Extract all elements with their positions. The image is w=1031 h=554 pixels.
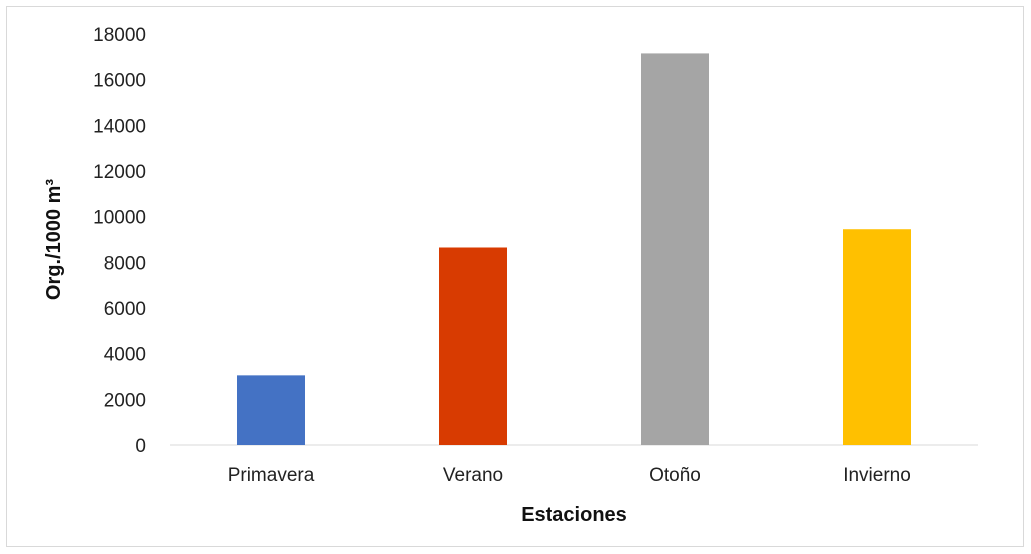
y-tick-label: 14000	[93, 116, 146, 137]
y-tick-label: 6000	[104, 299, 146, 320]
y-tick-label: 12000	[93, 162, 146, 183]
x-tick-label: Verano	[443, 465, 503, 486]
x-tick-label: Primavera	[228, 465, 315, 486]
bar-otoño	[641, 53, 709, 446]
y-tick-label: 16000	[93, 71, 146, 92]
bar-verano	[439, 247, 507, 445]
bars	[237, 53, 911, 446]
y-tick-label: 2000	[104, 390, 146, 411]
y-tick-label: 0	[135, 436, 146, 457]
y-axis-ticks: 0 2000 4000 6000 8000 10000 12000 14000 16000 180…	[93, 25, 146, 457]
y-tick-label: 8000	[104, 253, 146, 274]
x-axis-ticks: Primavera Verano Otoño Invierno	[228, 465, 911, 486]
x-axis-title: Estaciones	[521, 504, 627, 526]
x-tick-label: Invierno	[843, 465, 911, 486]
y-tick-label: 10000	[93, 208, 146, 229]
x-tick-label: Otoño	[649, 465, 701, 486]
y-axis-title: Org./1000 m³	[43, 179, 65, 301]
bar-primavera	[237, 375, 305, 445]
y-tick-label: 18000	[93, 25, 146, 46]
bar-invierno	[843, 229, 911, 445]
y-tick-label: 4000	[104, 345, 146, 366]
